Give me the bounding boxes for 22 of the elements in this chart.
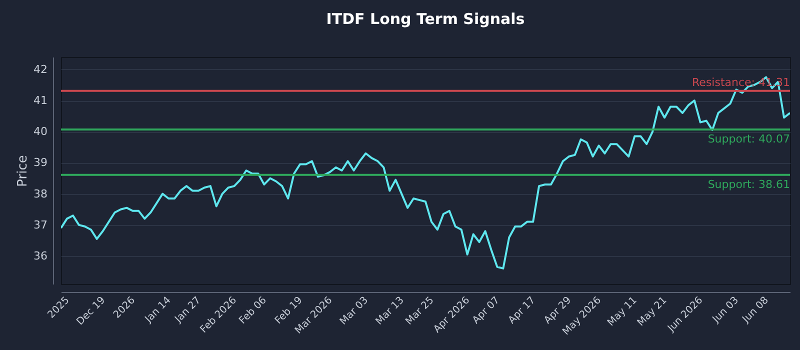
y-tick-label: 42 — [34, 62, 48, 76]
ref-line-label: Support: 40.07 — [708, 132, 790, 146]
x-tick-label: Jan 14 — [142, 294, 174, 326]
ref-line-label: Support: 38.61 — [708, 178, 790, 191]
x-tick-label: Jun 08 — [740, 294, 771, 326]
x-tick-label: Dec 19 — [74, 294, 108, 328]
x-tick-label: Mar 03 — [338, 294, 370, 328]
y-tick-label: 41 — [34, 94, 48, 108]
chart-title: ITDF Long Term Signals — [326, 10, 525, 28]
y-tick-label: 36 — [34, 250, 48, 263]
y-tick-label: 38 — [34, 187, 48, 200]
y-axis-title: Price — [16, 155, 31, 187]
x-tick-label: Feb 06 — [237, 294, 269, 327]
y-tick-label: 40 — [34, 125, 48, 138]
x-tick-label: Apr 07 — [470, 294, 502, 326]
x-tick-label: Apr 17 — [506, 294, 538, 326]
x-tick-label: Jun 03 — [710, 294, 741, 326]
y-tick-label: 37 — [34, 218, 48, 232]
x-tick-label: Mar 13 — [374, 294, 406, 328]
y-tick-label: 39 — [34, 156, 48, 170]
x-tick-label: Jan 27 — [172, 294, 204, 326]
line-series — [61, 76, 790, 270]
